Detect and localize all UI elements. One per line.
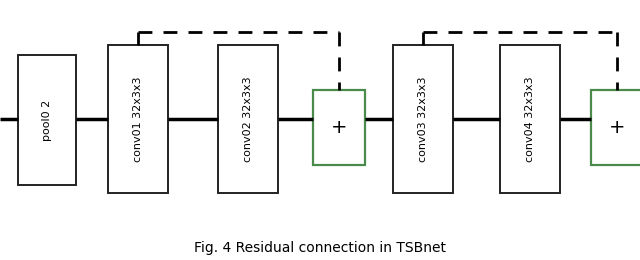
Text: conv01 32x3x3: conv01 32x3x3: [133, 76, 143, 162]
Text: conv03 32x3x3: conv03 32x3x3: [418, 76, 428, 162]
Bar: [108, 45, 168, 193]
Text: pool0 2: pool0 2: [42, 99, 52, 141]
Text: conv02 32x3x3: conv02 32x3x3: [243, 76, 253, 162]
Bar: [393, 45, 453, 193]
Bar: [500, 45, 560, 193]
Bar: [18, 55, 76, 185]
Bar: [591, 90, 640, 165]
Text: +: +: [331, 118, 348, 137]
Text: Fig. 4 Residual connection in TSBnet: Fig. 4 Residual connection in TSBnet: [194, 241, 446, 255]
Bar: [218, 45, 278, 193]
Text: conv04 32x3x3: conv04 32x3x3: [525, 76, 535, 162]
Text: +: +: [609, 118, 625, 137]
Bar: [313, 90, 365, 165]
